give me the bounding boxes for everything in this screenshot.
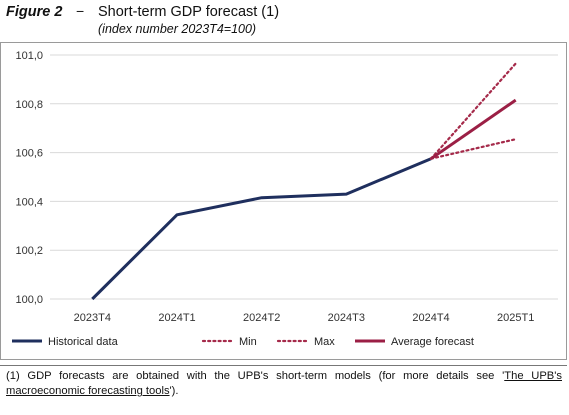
y-tick-label: 100,6 xyxy=(15,148,43,160)
x-tick-label: 2024T1 xyxy=(158,312,195,324)
figure-header: Figure 2 − Short-term GDP forecast (1) (… xyxy=(6,3,562,39)
legend-label: Average forecast xyxy=(391,336,474,348)
footnote-divider xyxy=(0,365,567,366)
legend-label: Historical data xyxy=(48,336,119,348)
legend-item: Average forecast xyxy=(355,336,474,348)
y-tick-label: 101,0 xyxy=(15,50,43,62)
series-line-max xyxy=(429,62,517,160)
legend-item: Min xyxy=(201,336,257,348)
legend-label: Max xyxy=(314,336,335,348)
footnote-text: (1) GDP forecasts are obtained with the … xyxy=(6,370,505,382)
chart-frame xyxy=(0,42,567,360)
series-line-min xyxy=(429,138,517,160)
footnote: (1) GDP forecasts are obtained with the … xyxy=(6,369,562,399)
legend-item: Historical data xyxy=(12,336,119,348)
figure-title-row: Figure 2 − Short-term GDP forecast (1) xyxy=(6,3,562,22)
y-tick-label: 100,8 xyxy=(15,99,43,111)
chart-title: Short-term GDP forecast (1) xyxy=(98,4,280,20)
y-tick-label: 100,0 xyxy=(15,294,43,306)
x-tick-label: 2025T1 xyxy=(497,312,534,324)
legend-label: Min xyxy=(239,336,257,348)
x-tick-label: 2024T2 xyxy=(243,312,280,324)
figure-label: Figure 2 xyxy=(6,4,63,20)
series-line-historical-data xyxy=(91,157,432,301)
legend-item: Max xyxy=(276,336,335,348)
gridlines xyxy=(50,54,558,300)
series-line-average-forecast xyxy=(430,98,517,160)
forecasting-tools-link[interactable]: The UPB's macroeconomic forecasting tool… xyxy=(6,370,562,397)
series-lines xyxy=(91,62,517,301)
y-axis-ticks: 100,0 100,2 100,4 100,6 100,8 101,0 xyxy=(15,50,43,306)
chart-subtitle: (index number 2023T4=100) xyxy=(98,22,257,36)
x-axis-ticks: 2023T4 2024T1 2024T2 2024T3 2024T4 2025T1 xyxy=(74,312,535,324)
legend: Historical data Min Max Average forecast xyxy=(12,336,474,348)
y-tick-label: 100,2 xyxy=(15,245,43,257)
title-dash: − xyxy=(76,3,85,19)
y-tick-label: 100,4 xyxy=(15,196,43,208)
footnote-text-end: '). xyxy=(169,385,179,397)
x-tick-label: 2023T4 xyxy=(74,312,111,324)
x-tick-label: 2024T3 xyxy=(328,312,365,324)
x-tick-label: 2024T4 xyxy=(412,312,449,324)
